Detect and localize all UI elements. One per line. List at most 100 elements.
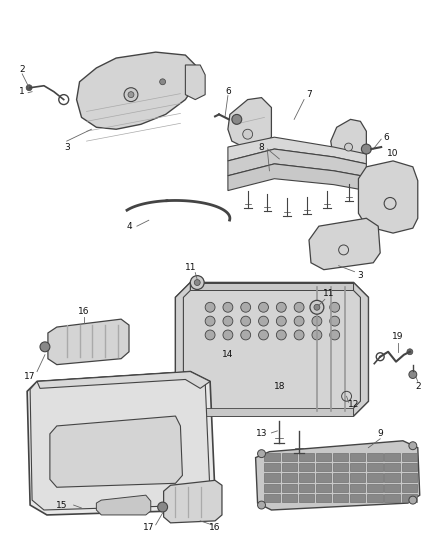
- Polygon shape: [350, 453, 365, 461]
- Polygon shape: [402, 463, 417, 471]
- Polygon shape: [96, 495, 151, 515]
- Polygon shape: [228, 164, 366, 191]
- Circle shape: [205, 302, 215, 312]
- Text: 19: 19: [392, 333, 404, 342]
- Polygon shape: [48, 319, 129, 365]
- Circle shape: [276, 330, 286, 340]
- Polygon shape: [333, 453, 348, 461]
- Circle shape: [314, 304, 320, 310]
- Circle shape: [294, 330, 304, 340]
- Text: 16: 16: [78, 306, 89, 316]
- Circle shape: [258, 450, 265, 458]
- Polygon shape: [282, 473, 297, 481]
- Text: 6: 6: [225, 87, 231, 96]
- Polygon shape: [385, 463, 399, 471]
- Circle shape: [243, 130, 253, 139]
- Polygon shape: [265, 463, 279, 471]
- Polygon shape: [333, 494, 348, 502]
- Polygon shape: [299, 494, 314, 502]
- Circle shape: [205, 330, 215, 340]
- Text: 3: 3: [64, 142, 70, 151]
- Polygon shape: [350, 473, 365, 481]
- Polygon shape: [316, 463, 331, 471]
- Polygon shape: [77, 52, 195, 130]
- Circle shape: [276, 316, 286, 326]
- Text: 9: 9: [377, 430, 383, 438]
- Polygon shape: [350, 483, 365, 492]
- Polygon shape: [265, 453, 279, 461]
- Polygon shape: [385, 453, 399, 461]
- Polygon shape: [299, 483, 314, 492]
- Polygon shape: [265, 473, 279, 481]
- Circle shape: [232, 115, 242, 124]
- Circle shape: [312, 302, 322, 312]
- Circle shape: [258, 302, 268, 312]
- Polygon shape: [333, 463, 348, 471]
- Circle shape: [310, 301, 324, 314]
- Text: 16: 16: [209, 523, 221, 532]
- Polygon shape: [191, 282, 353, 290]
- Text: 3: 3: [357, 271, 363, 280]
- Polygon shape: [367, 483, 382, 492]
- Circle shape: [330, 316, 339, 326]
- Circle shape: [361, 144, 371, 154]
- Circle shape: [258, 501, 265, 509]
- Polygon shape: [367, 453, 382, 461]
- Circle shape: [330, 302, 339, 312]
- Circle shape: [407, 349, 413, 355]
- Polygon shape: [176, 282, 368, 416]
- Circle shape: [26, 85, 32, 91]
- Polygon shape: [350, 494, 365, 502]
- Polygon shape: [228, 98, 272, 149]
- Polygon shape: [282, 494, 297, 502]
- Circle shape: [241, 330, 251, 340]
- Circle shape: [158, 502, 168, 512]
- Polygon shape: [385, 483, 399, 492]
- Polygon shape: [333, 473, 348, 481]
- Circle shape: [409, 496, 417, 504]
- Text: 11: 11: [184, 263, 196, 272]
- Polygon shape: [228, 149, 366, 177]
- Polygon shape: [299, 463, 314, 471]
- Polygon shape: [265, 494, 279, 502]
- Circle shape: [241, 302, 251, 312]
- Polygon shape: [402, 453, 417, 461]
- Polygon shape: [299, 453, 314, 461]
- Polygon shape: [50, 416, 182, 487]
- Circle shape: [345, 143, 353, 151]
- Polygon shape: [27, 372, 215, 515]
- Polygon shape: [30, 372, 210, 510]
- Polygon shape: [316, 483, 331, 492]
- Polygon shape: [299, 473, 314, 481]
- Text: 6: 6: [383, 133, 389, 142]
- Circle shape: [241, 316, 251, 326]
- Polygon shape: [176, 282, 191, 416]
- Text: 14: 14: [222, 350, 233, 359]
- Text: 17: 17: [143, 523, 155, 532]
- Circle shape: [128, 92, 134, 98]
- Circle shape: [312, 316, 322, 326]
- Polygon shape: [164, 480, 222, 523]
- Text: 4: 4: [126, 222, 132, 231]
- Text: 17: 17: [25, 372, 36, 381]
- Polygon shape: [333, 483, 348, 492]
- Circle shape: [294, 316, 304, 326]
- Polygon shape: [37, 372, 210, 389]
- Polygon shape: [191, 408, 353, 416]
- Polygon shape: [228, 137, 366, 164]
- Polygon shape: [402, 473, 417, 481]
- Polygon shape: [185, 65, 205, 100]
- Text: 11: 11: [323, 289, 335, 298]
- Polygon shape: [316, 494, 331, 502]
- Polygon shape: [367, 463, 382, 471]
- Circle shape: [40, 342, 50, 352]
- Polygon shape: [256, 441, 420, 510]
- Circle shape: [223, 330, 233, 340]
- Polygon shape: [353, 282, 368, 416]
- Text: 8: 8: [259, 142, 265, 151]
- Circle shape: [191, 276, 204, 289]
- Polygon shape: [316, 453, 331, 461]
- Circle shape: [258, 330, 268, 340]
- Circle shape: [160, 79, 166, 85]
- Polygon shape: [282, 463, 297, 471]
